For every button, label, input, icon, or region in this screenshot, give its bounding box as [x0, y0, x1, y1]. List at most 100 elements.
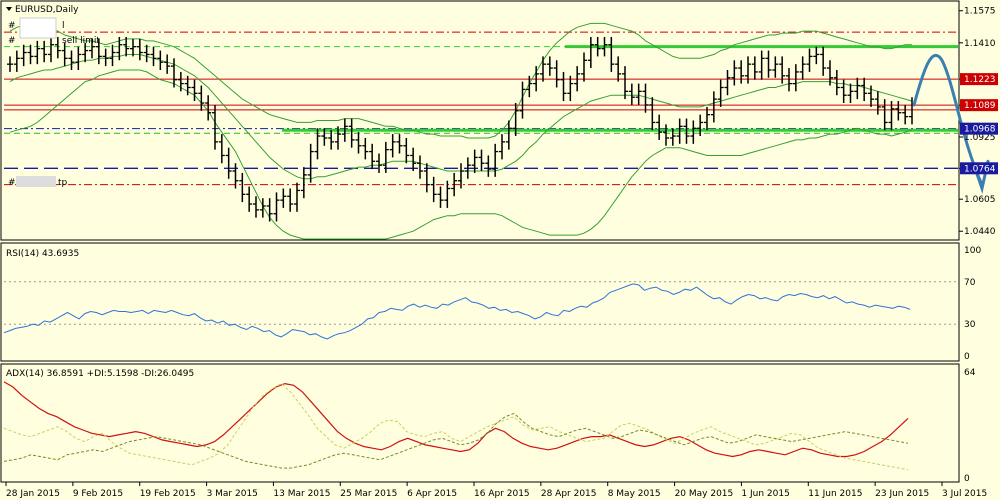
candle — [177, 71, 184, 92]
rsi-tick-label: 0 — [964, 352, 970, 362]
candle — [280, 188, 287, 208]
candle — [546, 56, 553, 76]
candle — [471, 149, 478, 173]
candle — [540, 56, 546, 82]
x-tick-label: 23 Jun 2015 — [875, 489, 929, 499]
candle — [314, 128, 321, 160]
y-tick-label: 1.0605 — [964, 195, 996, 205]
candle — [191, 79, 198, 102]
annotation-3-prefix: # — [8, 178, 16, 188]
candle — [553, 60, 560, 88]
price-tag-box — [960, 122, 998, 135]
x-tick-label: 9 Feb 2015 — [73, 489, 123, 499]
candle — [820, 46, 827, 76]
candle — [622, 66, 628, 100]
x-tick-label: 28 Apr 2015 — [541, 489, 597, 499]
x-tick-label: 19 Feb 2015 — [140, 489, 196, 499]
candle — [895, 101, 902, 121]
candle — [253, 196, 259, 218]
chart-title: EURUSD,Daily — [15, 5, 79, 15]
annotation-1-prefix: # — [8, 21, 16, 31]
candle — [355, 132, 362, 154]
candle — [704, 106, 710, 131]
adx-title: ADX(14) 36.8591 +DI:5.1598 -DI:26.0495 — [6, 369, 194, 379]
dropdown-triangle-icon[interactable] — [6, 7, 12, 11]
candle — [246, 186, 253, 212]
candle — [48, 36, 54, 63]
axes: 1.1575 1.1410 1.1223 1.1089 1.0925 1.0764 1.06… — [5, 7, 998, 499]
x-tick-label: 1 Jun 2015 — [741, 489, 789, 499]
candle — [218, 134, 225, 164]
candle — [321, 128, 328, 146]
x-tick-label: 6 Apr 2015 — [407, 489, 457, 499]
candle — [601, 36, 608, 57]
candle — [369, 143, 376, 170]
candle — [396, 134, 403, 154]
rsi-panel[interactable] — [3, 281, 958, 340]
candle — [485, 155, 492, 177]
candle — [710, 91, 717, 123]
candle — [300, 167, 307, 199]
candle — [171, 58, 177, 88]
candle — [492, 143, 499, 177]
adx-panel-frame — [0, 363, 960, 483]
candle — [881, 99, 888, 131]
x-tick-label: 28 Jan 2015 — [6, 489, 60, 499]
price-tag-label: 1.1223 — [964, 75, 996, 85]
adx-panel[interactable] — [3, 381, 909, 471]
y-tick-label: 1.1410 — [964, 39, 996, 49]
candle — [560, 71, 567, 102]
candle — [341, 118, 348, 142]
candle — [745, 56, 751, 84]
candle — [437, 186, 444, 208]
x-tick-label: 16 Apr 2015 — [474, 489, 530, 499]
candle — [376, 153, 382, 173]
price-tag-label: 1.0968 — [964, 125, 996, 135]
candle — [526, 75, 533, 98]
candle — [102, 48, 109, 67]
candle — [581, 52, 587, 82]
candle — [7, 56, 13, 72]
candle — [430, 176, 437, 203]
x-tick-label: 20 May 2015 — [675, 489, 734, 499]
candle — [335, 126, 341, 150]
candle — [273, 192, 280, 222]
candle — [109, 44, 116, 67]
candle — [403, 137, 410, 164]
candle — [669, 128, 676, 146]
x-tick-label: 11 Jun 2015 — [808, 489, 862, 499]
candle — [266, 198, 273, 222]
candle — [717, 79, 724, 107]
rsi-panel-frame — [0, 242, 960, 362]
candle — [779, 56, 786, 84]
plus-di-line — [3, 382, 909, 471]
lower-band-line — [9, 69, 913, 240]
candle — [786, 68, 792, 92]
y-tick-label: 1.1575 — [964, 7, 996, 17]
candle — [608, 36, 615, 72]
candle — [259, 198, 266, 218]
candle — [758, 50, 765, 80]
candle — [772, 56, 779, 78]
rsi-line — [3, 283, 911, 340]
candle — [697, 114, 704, 137]
candle — [27, 44, 34, 65]
candle — [799, 56, 806, 80]
candle — [594, 36, 601, 57]
candle — [328, 130, 335, 150]
candle — [731, 60, 738, 86]
candle — [20, 44, 27, 67]
candle — [89, 38, 95, 59]
candle — [382, 141, 389, 173]
candle — [232, 163, 239, 189]
candle — [444, 180, 451, 208]
candle — [854, 77, 861, 100]
price-tag: 1.1089 — [960, 99, 998, 112]
candle — [724, 69, 731, 96]
y-tick-label: 1.0440 — [964, 227, 996, 237]
candle — [587, 36, 594, 69]
candle — [307, 143, 314, 183]
price-tag: 1.0968 — [960, 122, 998, 135]
annotation-2-prefix: # — [8, 36, 16, 46]
